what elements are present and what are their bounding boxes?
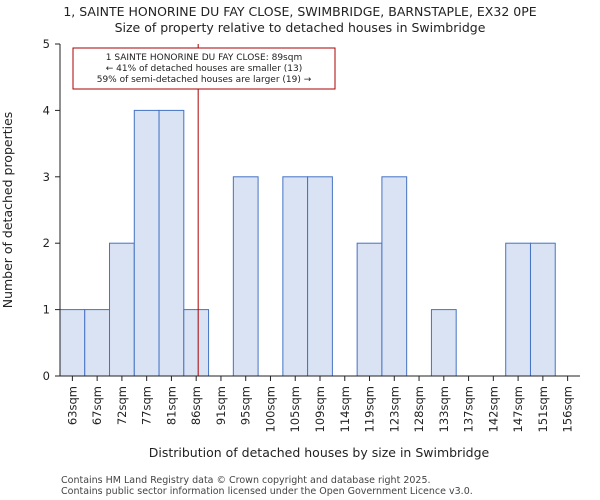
bars-group: [59, 109, 556, 377]
annotation-border: [72, 47, 336, 90]
x-tick-label-142sqm: 142sqm: [486, 386, 500, 432]
bar-81sqm: [158, 109, 185, 377]
bar-86sqm: [183, 309, 210, 377]
x-tick-label-147sqm: 147sqm: [511, 386, 525, 432]
y-ticks: 0 1 2 3 4 5: [43, 37, 60, 383]
bar-147sqm: [505, 242, 531, 377]
x-tick-label-72sqm: 72sqm: [115, 386, 129, 425]
bar-151sqm: [529, 242, 556, 377]
annotation-line-1: 1 SAINTE HONORINE DU FAY CLOSE: 89sqm: [106, 53, 302, 63]
y-tick-label-2: 2: [43, 236, 50, 250]
x-tick-label-86sqm: 86sqm: [189, 386, 203, 425]
x-tick-label-81sqm: 81sqm: [164, 386, 178, 425]
annotation-line-2: ← 41% of detached houses are smaller (13…: [106, 64, 303, 74]
y-tick-label-5: 5: [43, 37, 50, 51]
x-ticks: 63sqm 67sqm 72sqm 77sqm 81sqm 86sqm 91sqm 95sqm…: [65, 376, 575, 432]
x-tick-label-77sqm: 77sqm: [140, 386, 154, 425]
x-tick-label-67sqm: 67sqm: [90, 386, 104, 425]
chart-subtitle: Size of property relative to detached ho…: [115, 20, 486, 35]
x-tick-label-100sqm: 100sqm: [263, 386, 277, 432]
y-tick-label-1: 1: [43, 303, 50, 317]
x-tick-label-123sqm: 123sqm: [387, 386, 401, 432]
bar-95sqm: [232, 176, 259, 377]
footer-line-2: Contains public sector information licen…: [61, 486, 473, 497]
y-tick-label-0: 0: [43, 369, 50, 383]
x-tick-label-119sqm: 119sqm: [363, 386, 377, 432]
x-tick-label-133sqm: 133sqm: [437, 386, 451, 432]
y-tick-label-3: 3: [43, 170, 50, 184]
plot-area: 1 SAINTE HONORINE DU FAY CLOSE: 89sqm ← …: [43, 37, 580, 432]
x-tick-label-105sqm: 105sqm: [288, 386, 302, 432]
bar-123sqm: [381, 176, 408, 377]
chart-title: 1, SAINTE HONORINE DU FAY CLOSE, SWIMBRI…: [63, 4, 536, 19]
annotation-box: 1 SAINTE HONORINE DU FAY CLOSE: 89sqm ← …: [72, 47, 336, 90]
bar-105sqm: [282, 176, 309, 377]
bar-133sqm: [430, 309, 457, 377]
x-tick-label-95sqm: 95sqm: [239, 386, 253, 425]
x-tick-label-91sqm: 91sqm: [214, 386, 228, 425]
x-tick-label-114sqm: 114sqm: [338, 386, 352, 432]
x-axis-label: Distribution of detached houses by size …: [149, 445, 490, 460]
bar-72sqm: [109, 242, 135, 377]
bar-77sqm: [133, 109, 160, 377]
x-tick-label-137sqm: 137sqm: [462, 386, 476, 432]
x-tick-label-156sqm: 156sqm: [561, 386, 575, 432]
x-tick-label-109sqm: 109sqm: [313, 386, 327, 432]
bar-119sqm: [356, 242, 383, 377]
y-tick-label-4: 4: [43, 103, 50, 117]
bar-109sqm: [307, 176, 333, 377]
x-tick-label-128sqm: 128sqm: [412, 386, 426, 432]
y-axis-label: Number of detached properties: [0, 112, 15, 309]
bar-63sqm: [59, 309, 86, 377]
x-tick-label-151sqm: 151sqm: [536, 386, 550, 432]
bar-67sqm: [84, 309, 111, 377]
annotation-line-3: 59% of semi-detached houses are larger (…: [97, 75, 312, 85]
footer-line-1: Contains HM Land Registry data © Crown c…: [61, 475, 431, 486]
x-tick-label-63sqm: 63sqm: [65, 386, 79, 425]
